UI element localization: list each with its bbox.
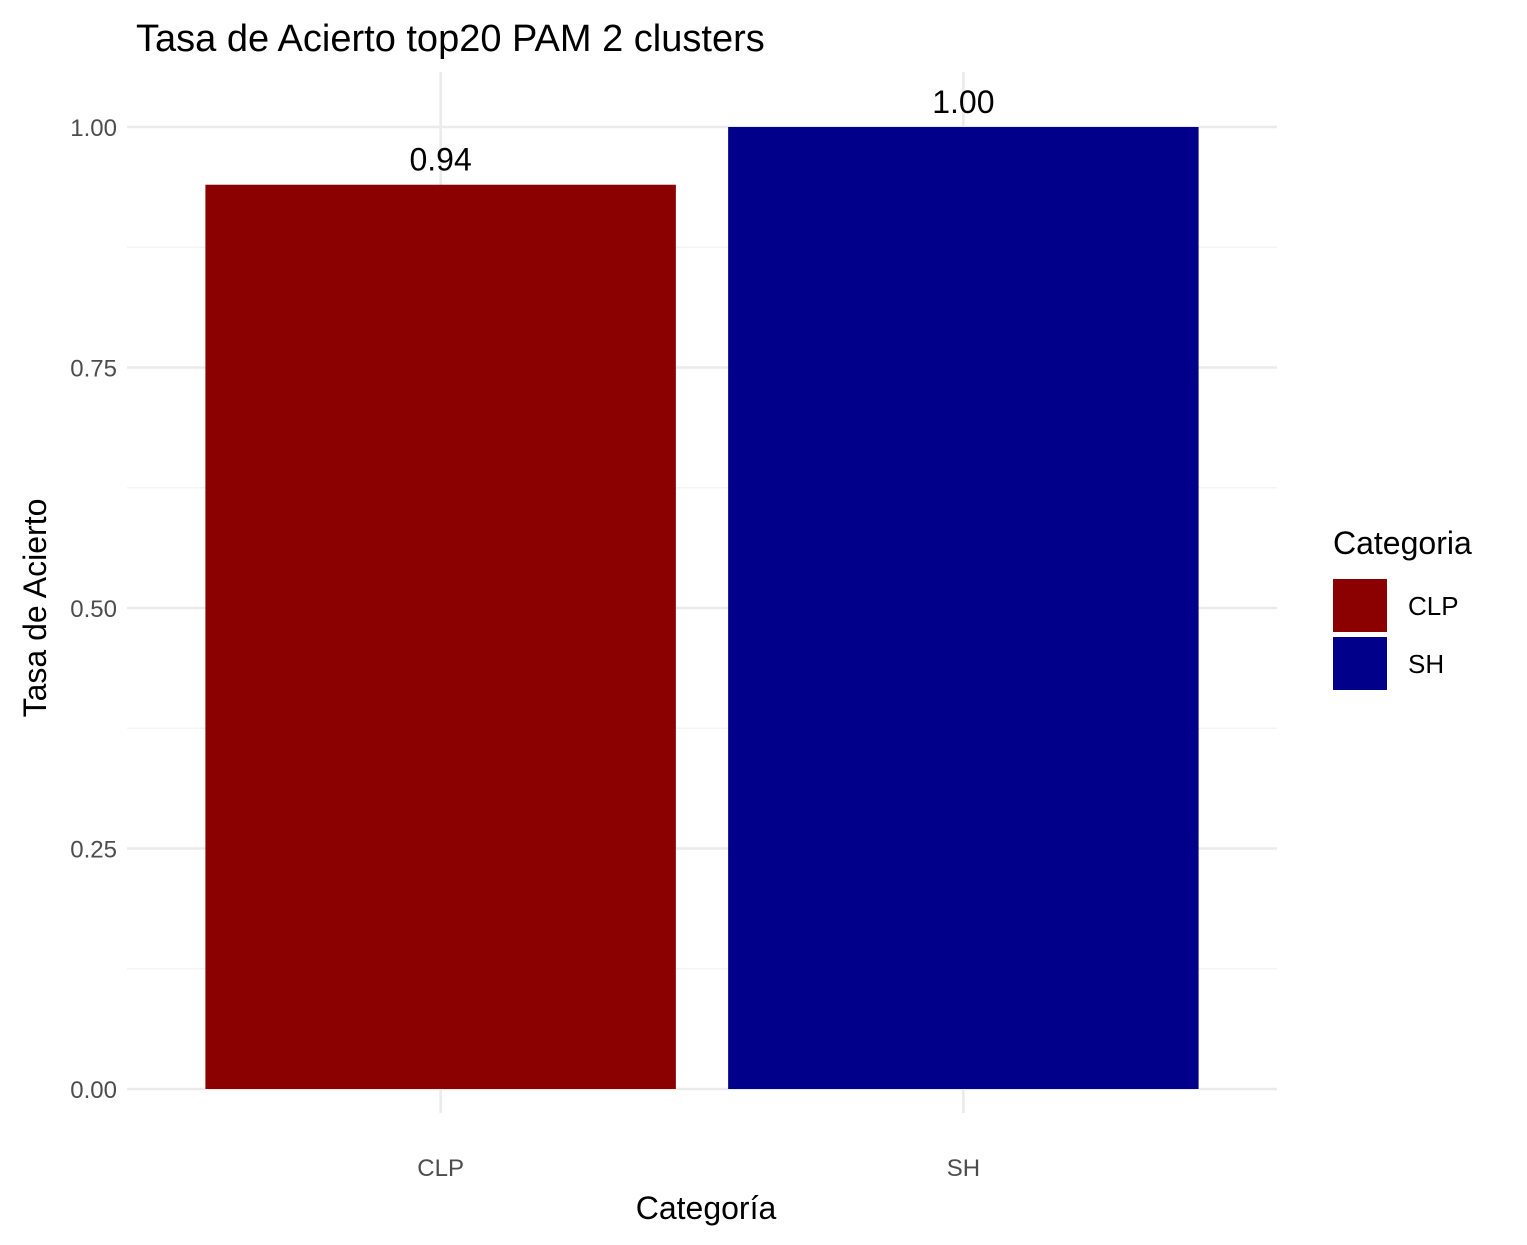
x-axis-title: Categoría xyxy=(636,1190,777,1226)
legend-label: CLP xyxy=(1408,591,1459,621)
bar-sh xyxy=(728,127,1199,1089)
y-tick-label: 0.50 xyxy=(70,596,117,623)
y-tick-label: 0.00 xyxy=(70,1077,117,1104)
y-tick-label: 0.25 xyxy=(70,837,117,864)
legend-swatch-clp xyxy=(1333,579,1387,632)
x-tick-label: CLP xyxy=(417,1155,464,1182)
y-axis-title: Tasa de Acierto xyxy=(17,499,53,718)
chart-title: Tasa de Acierto top20 PAM 2 clusters xyxy=(136,18,765,60)
x-axis-ticks: CLP SH xyxy=(417,1155,980,1182)
bar-clp xyxy=(205,184,676,1090)
legend-title: Categoria xyxy=(1333,525,1472,561)
legend: Categoria CLP SH xyxy=(1333,525,1472,690)
bar-value-label: 1.00 xyxy=(932,84,994,120)
legend-label: SH xyxy=(1408,649,1444,679)
bars xyxy=(205,127,1199,1090)
y-axis-ticks: 0.00 0.25 0.50 0.75 1.00 xyxy=(70,115,117,1104)
legend-swatch-sh xyxy=(1333,637,1387,690)
bar-labels: 0.94 1.00 xyxy=(409,84,994,178)
y-tick-label: 1.00 xyxy=(70,115,117,142)
bar-value-label: 0.94 xyxy=(409,142,471,178)
y-tick-label: 0.75 xyxy=(70,356,117,383)
x-tick-label: SH xyxy=(947,1155,980,1182)
